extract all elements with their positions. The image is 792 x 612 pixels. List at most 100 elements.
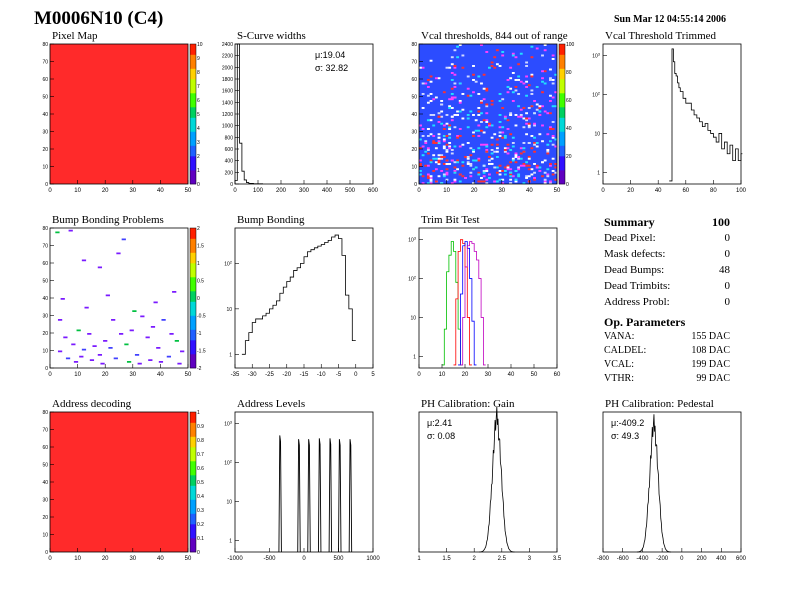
x-tick-label: 40 bbox=[157, 372, 164, 378]
y-tick-label: 1200 bbox=[222, 112, 233, 118]
colorbar-segment bbox=[190, 228, 196, 232]
heatmap-cell bbox=[474, 129, 478, 132]
heatmap-cell bbox=[437, 115, 441, 118]
colorbar-segment bbox=[190, 343, 196, 348]
heatmap-cell bbox=[426, 79, 430, 81]
heatmap-cell bbox=[554, 163, 558, 165]
x-tick-label: 40 bbox=[526, 188, 533, 194]
heatmap-cell bbox=[519, 80, 523, 83]
heatmap-cell bbox=[509, 114, 513, 116]
heatmap-cell bbox=[450, 72, 454, 74]
heatmap-cell bbox=[503, 166, 507, 169]
op-params-title: Op. Parameters bbox=[604, 315, 686, 329]
heatmap-cell bbox=[440, 157, 444, 160]
heatmap-cell bbox=[419, 170, 422, 172]
heatmap-cell bbox=[546, 150, 550, 153]
heatmap-cell bbox=[474, 159, 478, 162]
colorbar-label: 10 bbox=[197, 42, 203, 48]
heatmap-cell bbox=[437, 175, 441, 178]
colorbar-segment bbox=[190, 471, 196, 476]
heatmap-cell bbox=[530, 89, 534, 92]
data-point bbox=[79, 355, 84, 358]
heatmap-cell bbox=[458, 110, 462, 113]
heatmap-cell bbox=[501, 126, 505, 129]
heatmap-cell bbox=[503, 135, 507, 137]
heatmap-cell bbox=[469, 147, 473, 150]
heatmap-cell bbox=[533, 171, 536, 174]
colorbar-segment bbox=[190, 482, 196, 486]
heatmap-cell bbox=[434, 142, 438, 144]
heatmap-cell bbox=[549, 182, 552, 185]
heatmap-cell bbox=[440, 110, 444, 113]
heatmap-cell bbox=[472, 135, 475, 137]
y-tick-label: 80 bbox=[42, 226, 48, 232]
heatmap-cell bbox=[482, 171, 486, 174]
histogram-line bbox=[241, 234, 356, 355]
heatmap-cell bbox=[453, 49, 457, 52]
heatmap-cell bbox=[551, 105, 555, 108]
colorbar-label: 2 bbox=[197, 226, 200, 232]
heatmap-cell bbox=[442, 147, 446, 150]
heatmap-cell bbox=[490, 124, 494, 127]
colorbar-segment bbox=[190, 89, 196, 94]
colorbar-segment bbox=[190, 419, 196, 423]
heatmap-cell bbox=[453, 114, 457, 116]
heatmap-cell bbox=[424, 150, 428, 153]
colorbar-segment bbox=[559, 121, 565, 125]
colorbar-label: 8 bbox=[197, 70, 200, 76]
y-tick-label: 40 bbox=[42, 296, 48, 302]
colorbar-segment bbox=[559, 86, 565, 90]
heatmap-cell bbox=[477, 107, 481, 109]
y-tick-label: 10 bbox=[42, 165, 48, 171]
heatmap-cell bbox=[445, 114, 449, 116]
heatmap-cell bbox=[530, 73, 534, 76]
heatmap-cell bbox=[509, 87, 513, 90]
y-tick-label: 20 bbox=[42, 331, 48, 337]
heatmap-cell bbox=[517, 157, 521, 160]
heatmap-cell bbox=[517, 75, 521, 78]
heatmap-cell bbox=[551, 54, 555, 57]
colorbar-label: 0.9 bbox=[197, 424, 204, 430]
heatmap-cell bbox=[501, 98, 505, 101]
x-tick-label: 30 bbox=[129, 188, 136, 194]
heatmap-cell bbox=[506, 152, 510, 155]
heatmap-cell bbox=[448, 107, 452, 109]
heatmap-cell bbox=[527, 157, 531, 160]
peak-line bbox=[317, 438, 322, 553]
colorbar-segment bbox=[190, 503, 196, 507]
heatmap-cell bbox=[461, 117, 465, 120]
heatmap-cell bbox=[458, 82, 462, 85]
y-tick-label: 70 bbox=[42, 244, 48, 250]
heatmap-cell bbox=[426, 177, 430, 179]
x-tick-label: -5 bbox=[336, 372, 342, 378]
data-point bbox=[103, 340, 108, 342]
heatmap-cell bbox=[450, 96, 454, 99]
heatmap-cell bbox=[493, 166, 497, 169]
heatmap-cell bbox=[517, 168, 521, 171]
heatmap-cell bbox=[477, 157, 481, 160]
heatmap-cell bbox=[485, 149, 489, 151]
heatmap-cell bbox=[543, 180, 547, 183]
data-point bbox=[137, 362, 142, 365]
colorbar-segment bbox=[190, 170, 196, 174]
heatmap-cell bbox=[421, 175, 425, 178]
heatmap-cell bbox=[450, 182, 454, 185]
heatmap-cell bbox=[445, 150, 449, 153]
heatmap-cell bbox=[554, 91, 558, 94]
heatmap-cell bbox=[453, 171, 457, 174]
colorbar-segment bbox=[190, 263, 196, 267]
peak-line bbox=[348, 439, 353, 553]
y-tick-label: 60 bbox=[42, 445, 48, 451]
heatmap-cell bbox=[429, 133, 433, 136]
data-point bbox=[148, 359, 153, 361]
heatmap-cell bbox=[511, 91, 515, 94]
heatmap-cell bbox=[549, 112, 552, 115]
colorbar-segment bbox=[190, 75, 196, 80]
heatmap-cell bbox=[522, 163, 526, 165]
colorbar-segment bbox=[559, 152, 565, 157]
heatmap-cell bbox=[466, 94, 470, 97]
colorbar-segment bbox=[190, 433, 196, 437]
heatmap-cell bbox=[527, 126, 531, 129]
heatmap-cell bbox=[450, 119, 454, 122]
heatmap-cell bbox=[530, 135, 534, 137]
